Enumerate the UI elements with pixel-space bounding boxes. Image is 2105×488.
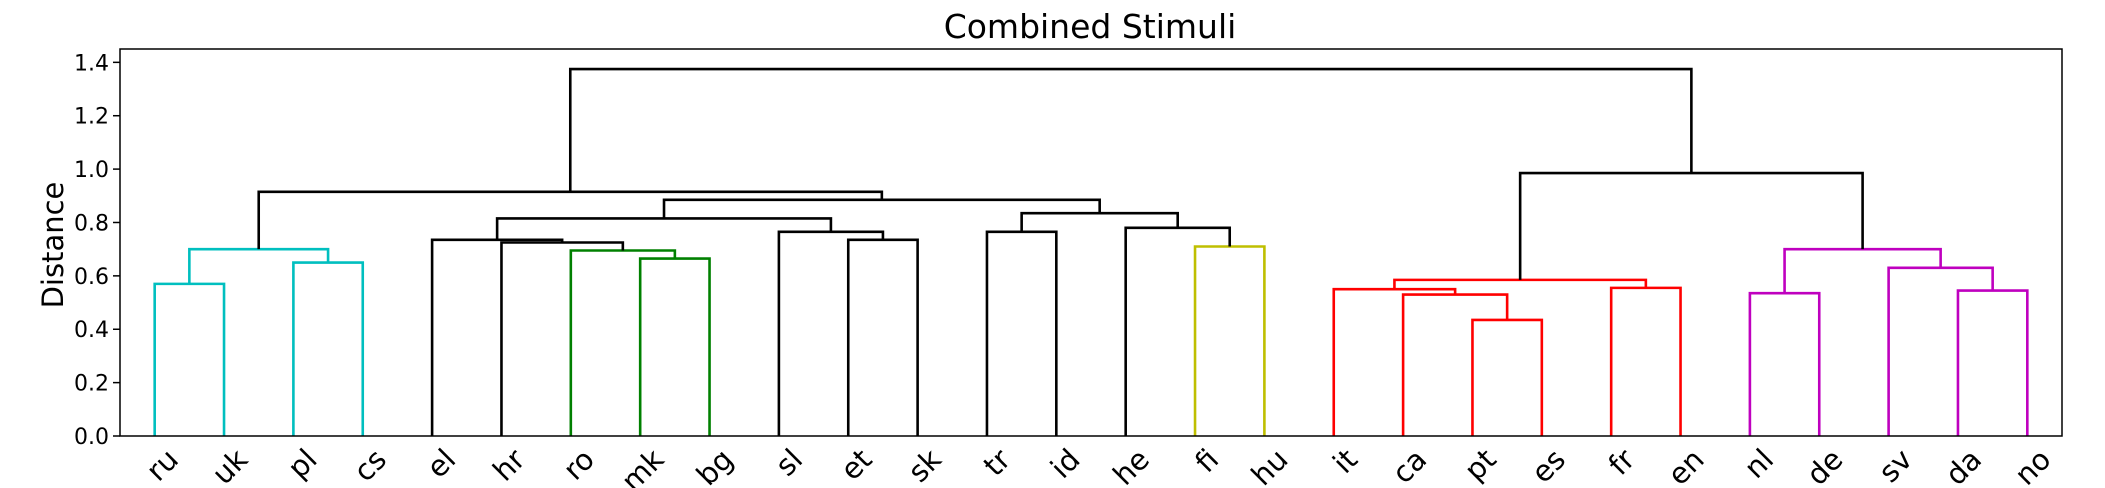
- dendrogram-link-c4: [638, 257, 711, 436]
- leaf-label-da: da: [1939, 442, 1989, 488]
- leaf-label-sl: sl: [769, 442, 809, 482]
- leaf-label-pt: pt: [1458, 442, 1503, 487]
- dendrogram-link-c23: [1956, 289, 2029, 436]
- chart-title: Combined Stimuli: [944, 7, 1237, 46]
- dendrogram-link-c6: [500, 241, 625, 436]
- y-tick-label: 0.8: [74, 211, 109, 236]
- leaf-label-no: no: [2008, 442, 2058, 488]
- leaf-label-en: en: [1661, 442, 1711, 488]
- leaf-label-hu: hu: [1245, 442, 1295, 488]
- dendrogram-link-c13: [1124, 226, 1232, 436]
- dendrogram-link-c1: [153, 282, 226, 436]
- leaf-label-uk: uk: [205, 442, 254, 488]
- dendrogram-link-c16: [257, 190, 884, 250]
- dendrogram-link-c22: [1748, 291, 1821, 436]
- y-tick-label: 0.4: [74, 318, 109, 343]
- plot-area-frame: [119, 48, 2063, 437]
- y-tick-label: 1.4: [74, 51, 109, 76]
- leaf-label-es: es: [1525, 442, 1572, 488]
- dendrogram-link-c7: [430, 238, 564, 436]
- dendrogram-link-c17: [1471, 318, 1544, 436]
- dendrogram-link-c18: [1401, 293, 1509, 436]
- leaf-labels: ru uk pl cs el hr ro mk bg sl et sk tr id he fi hu it ca pt…: [139, 442, 2057, 488]
- dendrogram-link-c8: [846, 238, 919, 436]
- dendrogram-links: [153, 67, 2029, 436]
- y-tick-label: 0.2: [74, 372, 109, 397]
- y-tick-label: 1.2: [74, 105, 109, 130]
- leaf-label-hr: hr: [486, 442, 532, 488]
- dendrogram-link-c27: [568, 67, 1693, 192]
- dendrogram-link-c21: [1393, 278, 1648, 290]
- leaf-label-ca: ca: [1385, 442, 1433, 488]
- dendrogram-link-c26: [1518, 171, 1864, 280]
- dendrogram-link-c15: [662, 198, 1101, 219]
- dendrogram-link-c24: [1887, 266, 1994, 436]
- leaf-label-he: he: [1106, 442, 1156, 488]
- dendrogram-link-c5: [569, 249, 677, 436]
- leaf-label-tr: tr: [977, 442, 1018, 483]
- leaf-label-cs: cs: [347, 442, 393, 488]
- dendrogram-link-c3: [188, 247, 330, 284]
- dendrogram-link-c2: [292, 261, 365, 436]
- leaf-label-de: de: [1800, 442, 1850, 488]
- leaf-label-it: it: [1326, 442, 1364, 480]
- y-tick-label: 0.6: [74, 265, 109, 290]
- dendrogram-link-c20: [1609, 286, 1682, 436]
- leaf-label-bg: bg: [690, 442, 740, 488]
- y-tick-label: 0.0: [74, 425, 109, 450]
- leaf-label-id: id: [1044, 442, 1087, 485]
- leaf-label-sv: sv: [1872, 442, 1919, 488]
- dendrogram-link-c10: [495, 217, 833, 240]
- y-tick-label: 1.0: [74, 158, 109, 183]
- leaf-label-fi: fi: [1188, 442, 1225, 479]
- leaf-label-mk: mk: [615, 442, 671, 488]
- dendrogram-link-c9: [777, 230, 885, 436]
- leaf-label-fr: fr: [1602, 442, 1642, 482]
- leaf-label-el: el: [420, 442, 462, 484]
- leaf-label-ru: ru: [139, 442, 184, 487]
- dendrogram-link-c12: [1193, 245, 1266, 436]
- dendrogram-link-c19: [1332, 287, 1457, 436]
- y-axis-label: Distance: [36, 182, 70, 309]
- leaf-label-sk: sk: [901, 442, 948, 488]
- leaf-label-et: et: [834, 442, 879, 487]
- leaf-label-pl: pl: [281, 442, 324, 485]
- leaf-label-nl: nl: [1737, 442, 1780, 485]
- y-axis-ticks: 0.0 0.2 0.4 0.6 0.8 1.0 1.2 1.4: [74, 51, 120, 450]
- leaf-label-ro: ro: [556, 442, 601, 487]
- dendrogram-link-c11: [985, 230, 1058, 436]
- dendrogram-link-c25: [1783, 247, 1942, 294]
